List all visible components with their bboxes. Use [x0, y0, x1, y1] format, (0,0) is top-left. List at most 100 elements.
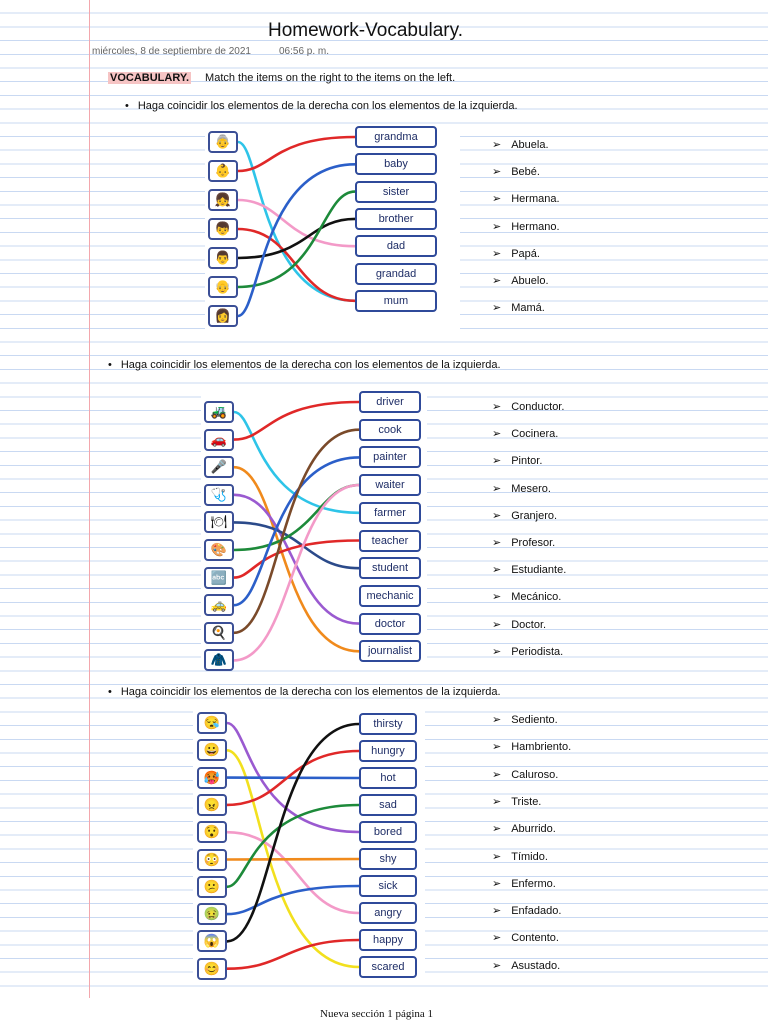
page-title: Homework-Vocabulary.: [268, 20, 464, 41]
connector-line: [236, 190, 357, 289]
time-text: 06:56 p. m.: [278, 46, 330, 57]
instruction-3-text: Haga coincidir los elementos de la derec…: [120, 686, 501, 698]
matching-exercise-feelings: 😪 😀 🥵 😠 😯 😳 😕 🤢 😱 😊 thirsty hungry hot sad bored shy sic…: [193, 710, 425, 980]
word-box: driver: [359, 391, 421, 413]
picture-icon: 🚗: [204, 428, 234, 451]
word-box: baby: [355, 153, 437, 176]
connector-line: [236, 163, 357, 318]
connector-line: [236, 227, 357, 303]
word-box: shy: [359, 848, 417, 870]
connector-line: [232, 465, 361, 653]
instruction-1: Haga coincidir los elementos de la derec…: [125, 100, 518, 112]
translation-item: Hambriento.: [492, 740, 571, 753]
picture-icon: 👧: [208, 189, 238, 211]
translation-item: Cocinera.: [492, 427, 558, 440]
instruction-2-text: Haga coincidir los elementos de la derec…: [120, 359, 501, 371]
margin-line: [89, 0, 90, 1000]
picture-icon: 😪: [197, 712, 227, 734]
picture-icon: 😕: [197, 875, 227, 898]
word-box: happy: [359, 929, 417, 951]
word-box: dad: [355, 235, 437, 258]
translation-item: Estudiante.: [492, 563, 566, 576]
picture-icon: 🍳: [204, 621, 234, 644]
translation-item: Hermana.: [492, 192, 559, 205]
matching-exercise-family: 👵 👶 👧 👦 👨 👴 👩 grandma baby sister brother dad granda…: [205, 125, 460, 330]
connector-line: [225, 803, 361, 889]
connector-lines: [225, 721, 361, 970]
connector-lines: [232, 400, 361, 662]
translation-item: Contento.: [492, 931, 559, 944]
date-text: miércoles, 8 de septiembre de 2021: [92, 46, 251, 57]
translation-item: Pintor.: [492, 454, 542, 467]
word-box: cook: [359, 418, 421, 441]
connector-line: [225, 938, 361, 970]
connector-line: [225, 884, 361, 916]
picture-icon: 😠: [197, 793, 227, 816]
translation-item: Granjero.: [492, 509, 557, 522]
word-box: angry: [359, 902, 417, 924]
instruction-1-text: Haga coincidir los elementos de la derec…: [137, 100, 518, 112]
translation-item: Triste.: [492, 795, 541, 808]
translation-item: Periodista.: [492, 645, 563, 658]
word-box: brother: [355, 207, 437, 230]
picture-icon: 🍽: [204, 511, 234, 534]
picture-icon: 🤢: [197, 903, 227, 926]
connector-line: [232, 539, 361, 579]
picture-icon: 🚕: [204, 594, 234, 617]
page-footer: Nueva sección 1 página 1: [320, 1008, 434, 1020]
connector-line: [232, 410, 361, 515]
connector-line: [236, 198, 357, 248]
word-box: grandma: [355, 126, 437, 148]
connector-line: [232, 483, 361, 662]
page-footer-area: [0, 998, 768, 1024]
translation-item: Mesero.: [492, 482, 551, 495]
word-box: scared: [359, 956, 417, 978]
intro-text: Match the items on the right to the item…: [205, 72, 456, 84]
picture-icon: 👦: [208, 218, 238, 240]
word-box: sad: [359, 794, 417, 816]
picture-icon: 🧥: [204, 649, 234, 672]
word-box: student: [359, 557, 421, 580]
translation-item: Mamá.: [492, 301, 545, 314]
translation-item: Mecánico.: [492, 590, 561, 603]
connector-line: [232, 400, 361, 441]
word-box: waiter: [359, 474, 421, 497]
picture-icon: 🥵: [197, 766, 227, 789]
translation-item: Profesor.: [492, 536, 555, 549]
translation-item: Enfadado.: [492, 904, 561, 917]
connector-line: [232, 493, 361, 625]
instruction-2: Haga coincidir los elementos de la derec…: [108, 359, 501, 371]
picture-icon: 😯: [197, 821, 227, 844]
connector-line: [232, 428, 361, 635]
word-box: thirsty: [359, 713, 417, 735]
instruction-3: Haga coincidir los elementos de la derec…: [108, 686, 501, 698]
word-box: doctor: [359, 612, 421, 635]
picture-icon: 👶: [208, 160, 238, 182]
connector-line: [225, 749, 361, 807]
picture-icon: 👴: [208, 276, 238, 298]
translation-item: Enfermo.: [492, 877, 556, 890]
translation-item: Bebé.: [492, 165, 540, 178]
timestamp: miércoles, 8 de septiembre de 2021 06:56 …: [92, 46, 329, 57]
connector-line: [225, 830, 361, 915]
picture-icon: 👵: [208, 131, 238, 153]
picture-icon: 👨: [208, 247, 238, 269]
translation-item: Asustado.: [492, 959, 560, 972]
picture-icon: 😀: [197, 739, 227, 762]
picture-icon: 🎤: [204, 456, 234, 479]
picture-icon: 🎨: [204, 539, 234, 561]
word-box: mechanic: [359, 584, 421, 607]
picture-icon: 😳: [197, 848, 227, 871]
picture-icon: 👩: [208, 305, 238, 327]
word-box: mum: [355, 289, 437, 312]
word-box: teacher: [359, 529, 421, 552]
translation-item: Conductor.: [492, 400, 564, 413]
translation-item: Tímido.: [492, 850, 548, 863]
translation-item: Papá.: [492, 247, 540, 260]
word-box: bored: [359, 821, 417, 843]
connector-line: [225, 722, 361, 943]
picture-icon: 😱: [197, 930, 227, 953]
translation-item: Aburrido.: [492, 822, 556, 835]
picture-icon: 😊: [197, 957, 227, 980]
picture-icon: 🚜: [204, 401, 234, 423]
